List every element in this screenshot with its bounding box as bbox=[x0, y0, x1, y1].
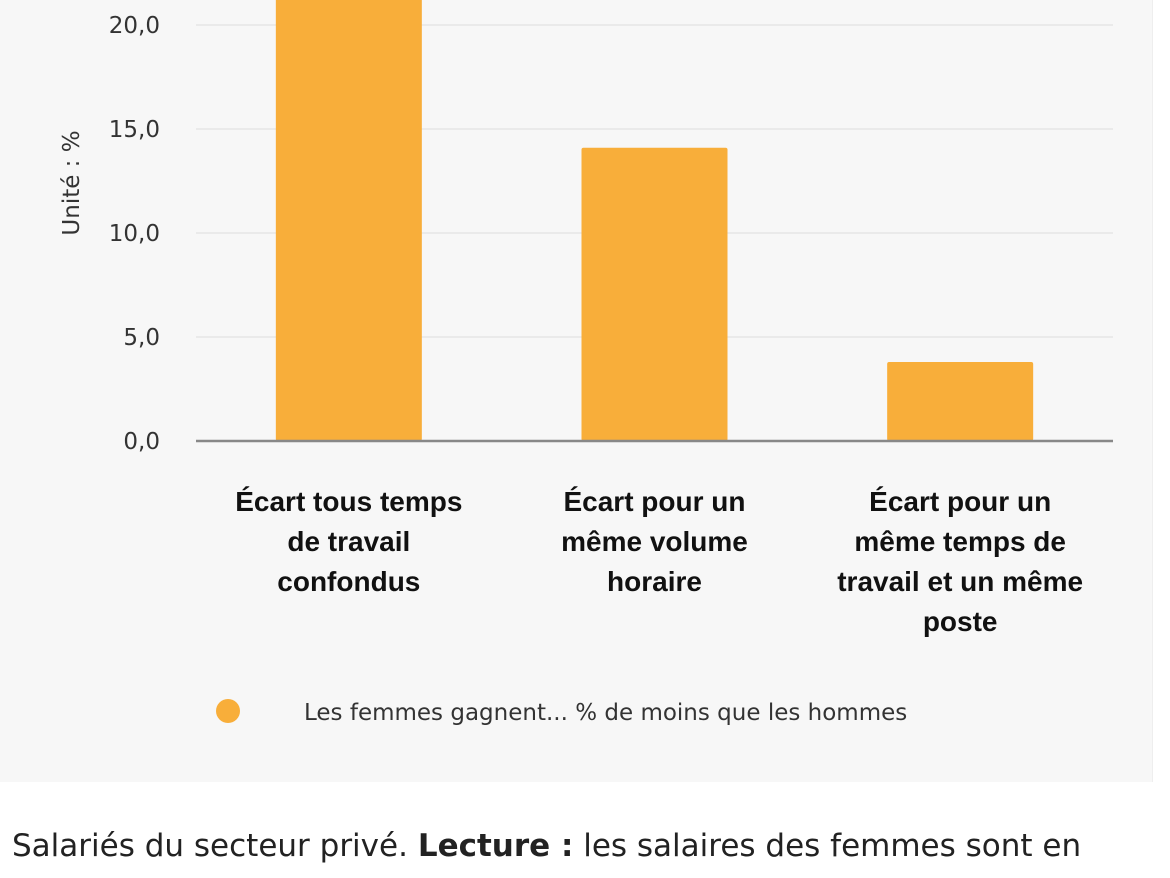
bar-1[interactable] bbox=[275, 0, 422, 441]
x-tick-label: Écart tous temps de travail confondus bbox=[235, 486, 462, 597]
caption: Salariés du secteur privé. Lecture : les… bbox=[12, 826, 1162, 866]
legend-swatch bbox=[216, 699, 240, 723]
y-tick-label: 15,0 bbox=[109, 117, 160, 143]
y-tick-label: 0,0 bbox=[123, 429, 160, 455]
bar-3[interactable] bbox=[887, 361, 1034, 441]
caption-suffix: les salaires des femmes sont en bbox=[573, 828, 1082, 864]
y-tick-label: 20,0 bbox=[109, 13, 160, 39]
y-tick-labels: 0,0 5,0 10,0 15,0 20,0 bbox=[109, 13, 160, 455]
x-tick-label: Écart pour un même volume horaire bbox=[561, 486, 748, 597]
bar-2[interactable] bbox=[581, 147, 728, 441]
y-axis-label: Unité : % bbox=[59, 130, 85, 235]
caption-bold-label: Lecture : bbox=[417, 828, 574, 864]
bars bbox=[275, 0, 1034, 441]
legend-label: Les femmes gagnent... % de moins que les… bbox=[304, 700, 907, 726]
y-tick-label: 5,0 bbox=[123, 325, 160, 351]
x-tick-label: Écart pour un même temps de travail et un … bbox=[837, 486, 1083, 637]
bar-chart: 0,0 5,0 10,0 15,0 20,0 Unité : % Écart tous … bbox=[59, 0, 1113, 726]
legend[interactable]: Les femmes gagnent... % de moins que les… bbox=[216, 699, 907, 726]
caption-prefix: Salariés du secteur privé. bbox=[12, 828, 418, 864]
chart-card: 0,0 5,0 10,0 15,0 20,0 Unité : % Écart tous … bbox=[59, 0, 1113, 726]
x-tick-labels: Écart tous temps de travail confondus Écart… bbox=[235, 486, 1083, 637]
y-tick-label: 10,0 bbox=[109, 221, 160, 247]
